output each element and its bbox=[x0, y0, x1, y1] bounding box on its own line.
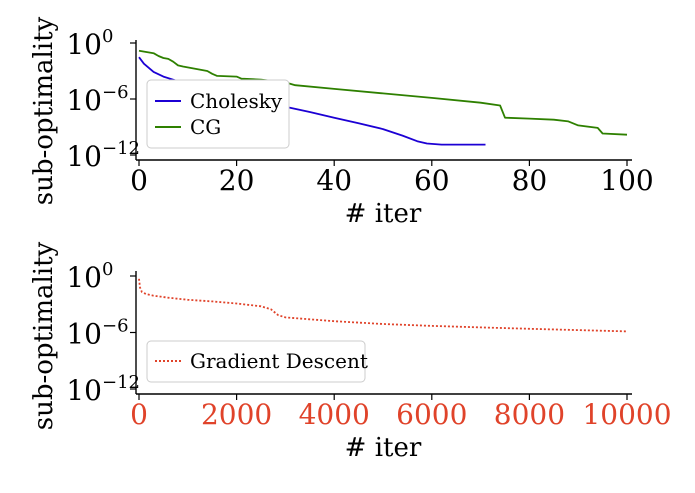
top-y-axis-label: sub-optimality bbox=[29, 16, 59, 205]
x-tick-label: 80 bbox=[512, 164, 548, 197]
legend-cg-label: CG bbox=[190, 115, 221, 139]
bottom-legend-box bbox=[146, 340, 366, 383]
x-tick-label: 60 bbox=[414, 164, 450, 197]
x-tick-label: 4000 bbox=[299, 398, 370, 431]
y-tick-label: 10 bbox=[66, 374, 102, 407]
x-tick-label: 40 bbox=[316, 164, 352, 197]
bottom-x-axis-label: # iter bbox=[345, 433, 422, 463]
x-tick-label: 100 bbox=[600, 164, 653, 197]
y-tick-exponent: 0 bbox=[102, 259, 113, 280]
top-legend-box bbox=[146, 79, 290, 149]
legend-cholesky-label: Cholesky bbox=[190, 89, 283, 113]
x-tick-label: 0 bbox=[130, 164, 148, 197]
series-line-gradient-descent bbox=[138, 278, 628, 333]
y-tick-exponent: −6 bbox=[102, 316, 129, 337]
bottom-series-layer bbox=[138, 278, 628, 333]
y-tick-label: 10 bbox=[66, 28, 102, 61]
y-tick-exponent: −12 bbox=[102, 372, 140, 393]
bottom-y-axis-label: sub-optimality bbox=[29, 241, 59, 430]
y-tick-label: 10 bbox=[66, 261, 102, 294]
series-line-cholesky bbox=[138, 56, 486, 146]
y-tick-label: 10 bbox=[66, 318, 102, 351]
y-tick-exponent: −12 bbox=[102, 138, 140, 159]
top-x-axis-label: # iter bbox=[345, 199, 422, 229]
x-tick-label: 10000 bbox=[582, 398, 671, 431]
top-x-ticks: 0 20 40 60 80 100 bbox=[130, 160, 654, 197]
x-tick-label: 2000 bbox=[201, 398, 272, 431]
x-tick-label: 8000 bbox=[494, 398, 565, 431]
legend-gd-label: Gradient Descent bbox=[190, 349, 368, 373]
x-tick-label: 0 bbox=[130, 398, 148, 431]
y-tick-exponent: −6 bbox=[102, 82, 129, 103]
y-tick-label: 10 bbox=[66, 84, 102, 117]
y-tick-exponent: 0 bbox=[102, 26, 113, 47]
bottom-x-ticks: 0 2000 4000 6000 8000 10000 bbox=[130, 394, 672, 431]
x-tick-label: 20 bbox=[219, 164, 255, 197]
bottom-legend: Gradient Descent bbox=[146, 340, 368, 383]
y-tick-label: 10 bbox=[66, 140, 102, 173]
top-legend: Cholesky CG bbox=[146, 79, 290, 149]
x-tick-label: 6000 bbox=[396, 398, 467, 431]
